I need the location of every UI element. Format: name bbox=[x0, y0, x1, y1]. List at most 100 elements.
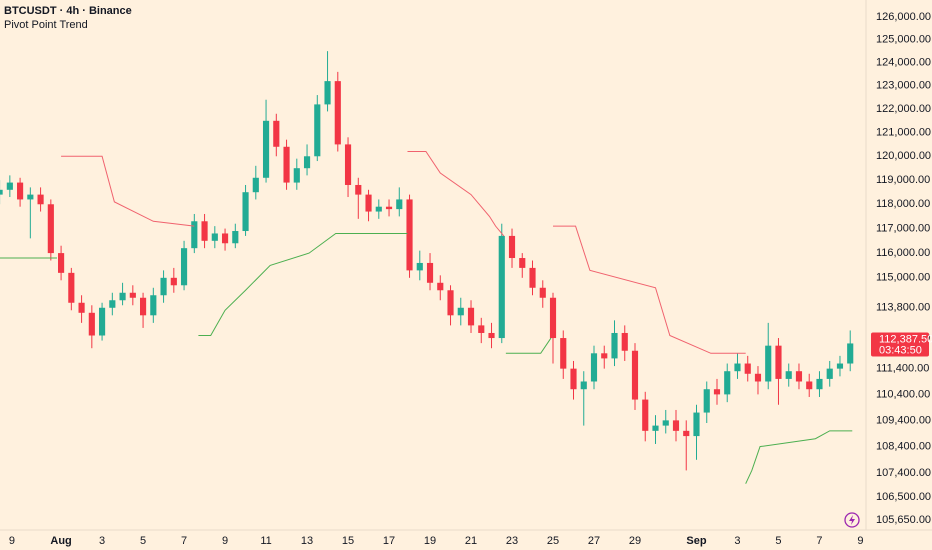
icon-ring[interactable] bbox=[844, 512, 860, 528]
candle-body bbox=[672, 420, 680, 431]
candle-body bbox=[283, 146, 290, 183]
candle-body bbox=[447, 290, 454, 316]
candle-body bbox=[396, 199, 403, 210]
candle-body bbox=[703, 389, 710, 413]
x-tick-label: 27 bbox=[588, 535, 600, 547]
candle-body bbox=[611, 332, 618, 359]
icon-bolt[interactable] bbox=[849, 515, 855, 525]
candle-body bbox=[457, 307, 464, 316]
candle-body bbox=[27, 194, 34, 200]
candle-body bbox=[601, 353, 608, 359]
x-tick-label: 9 bbox=[222, 535, 228, 547]
candle-body bbox=[508, 235, 516, 259]
candle-body bbox=[478, 325, 485, 333]
candle-body bbox=[560, 338, 567, 369]
x-tick-label: 5 bbox=[140, 535, 146, 547]
y-tick-label: 111,400.00 bbox=[876, 363, 929, 375]
x-tick-label: Aug bbox=[50, 535, 71, 547]
candle-body bbox=[47, 204, 54, 254]
candle-body bbox=[344, 144, 352, 185]
candle-body bbox=[68, 272, 75, 303]
candle-body bbox=[631, 350, 639, 400]
candle-body bbox=[170, 277, 177, 286]
candle-body bbox=[724, 371, 731, 395]
y-tick-label: 124,000.00 bbox=[876, 57, 931, 69]
candle-body bbox=[324, 81, 331, 105]
candle-body bbox=[334, 81, 341, 145]
candle-body bbox=[836, 363, 844, 369]
x-tick-label: 5 bbox=[775, 535, 781, 547]
candle-body bbox=[242, 192, 249, 232]
candle-body bbox=[139, 297, 147, 316]
countdown-label: 03:43:50 bbox=[879, 344, 922, 356]
x-tick-label: 7 bbox=[181, 535, 187, 547]
candle-body bbox=[37, 194, 44, 205]
candle-body bbox=[549, 297, 557, 339]
candle-body bbox=[232, 231, 239, 244]
y-tick-label: 122,000.00 bbox=[876, 103, 931, 115]
candle-body bbox=[273, 120, 280, 147]
candle-body bbox=[847, 343, 854, 364]
candle-body bbox=[642, 399, 649, 431]
candle-body bbox=[734, 363, 741, 372]
candle-body bbox=[221, 233, 229, 244]
y-tick-label: 109,400.00 bbox=[876, 414, 931, 426]
candle-body bbox=[303, 156, 311, 169]
y-tick-label: 115,000.00 bbox=[876, 272, 930, 284]
candle-body bbox=[570, 368, 577, 390]
candle-body bbox=[211, 233, 218, 241]
candle-body bbox=[519, 258, 526, 268]
x-tick-label: 7 bbox=[816, 535, 822, 547]
candle-body bbox=[150, 295, 157, 316]
x-tick-label: 13 bbox=[301, 535, 313, 547]
x-tick-label: 21 bbox=[465, 535, 477, 547]
pivot-trend-line bbox=[505, 337, 552, 354]
y-tick-label: 126,000.00 bbox=[876, 11, 931, 23]
candle-body bbox=[109, 300, 116, 308]
candle-body bbox=[488, 332, 495, 339]
candle-body bbox=[806, 381, 813, 390]
y-tick-label: 106,500.00 bbox=[876, 491, 931, 503]
pivot-trend-line bbox=[61, 155, 195, 227]
candle-body bbox=[314, 104, 321, 157]
candle-body bbox=[795, 371, 803, 382]
candle-body bbox=[426, 262, 434, 283]
y-tick-label: 119,000.00 bbox=[876, 174, 930, 186]
pivot-trend-line bbox=[745, 430, 853, 484]
y-tick-label: 121,000.00 bbox=[876, 126, 931, 138]
y-tick-label: 123,000.00 bbox=[876, 80, 931, 92]
candle-body bbox=[437, 282, 444, 291]
y-tick-label: 105,650.00 bbox=[876, 514, 931, 526]
candle-body bbox=[58, 253, 65, 273]
y-tick-label: 120,000.00 bbox=[876, 150, 931, 162]
candle-body bbox=[385, 206, 393, 210]
candle-body bbox=[580, 381, 587, 390]
candle-body bbox=[365, 194, 372, 212]
x-tick-label: 29 bbox=[629, 535, 641, 547]
candle-body bbox=[683, 430, 690, 437]
candle-body bbox=[621, 332, 628, 351]
x-tick-label: 25 bbox=[547, 535, 559, 547]
candle-body bbox=[262, 120, 270, 178]
x-tick-label: 11 bbox=[260, 535, 271, 547]
candle-body bbox=[467, 307, 475, 326]
y-tick-label: 118,000.00 bbox=[876, 198, 930, 210]
candle-body bbox=[785, 371, 792, 379]
candle-body bbox=[129, 292, 136, 298]
candle-body bbox=[0, 189, 3, 195]
candle-body bbox=[355, 184, 362, 195]
candle-body bbox=[765, 345, 772, 382]
y-tick-label: 117,000.00 bbox=[876, 222, 930, 234]
candle-body bbox=[160, 277, 167, 296]
x-tick-label: Sep bbox=[686, 535, 706, 547]
candle-body bbox=[816, 378, 823, 390]
x-tick-label: 15 bbox=[342, 535, 354, 547]
candle-body bbox=[17, 182, 24, 200]
y-tick-label: 108,400.00 bbox=[876, 441, 931, 453]
candle-body bbox=[662, 420, 669, 426]
lightning-icon[interactable] bbox=[844, 512, 860, 528]
candle-body bbox=[406, 199, 413, 271]
candle-body bbox=[99, 307, 106, 336]
